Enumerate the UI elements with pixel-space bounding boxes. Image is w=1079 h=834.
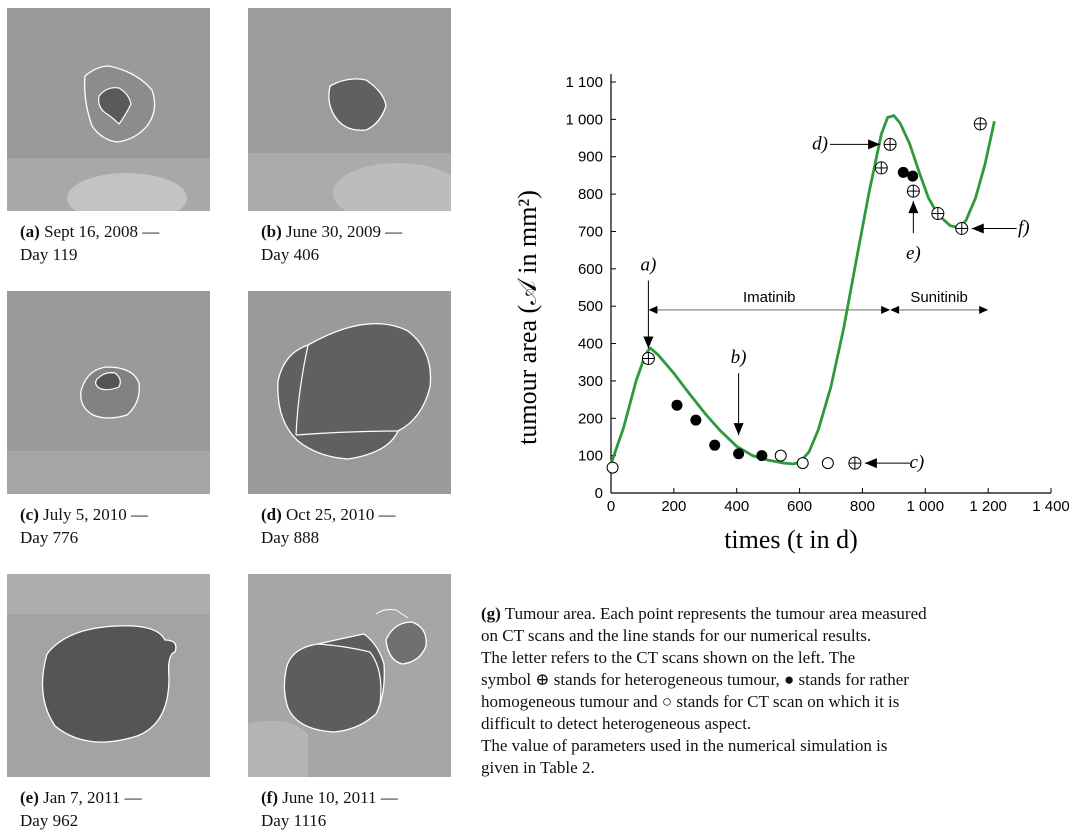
figure-caption-label: (g) bbox=[481, 604, 501, 623]
heterogeneous-point bbox=[641, 351, 655, 365]
ct-scan-image-a bbox=[7, 8, 210, 211]
ct-scan-image-b bbox=[248, 8, 451, 211]
y-tick-label: 0 bbox=[595, 485, 603, 502]
heterogeneous-point bbox=[931, 207, 945, 221]
treatment-span: Sunitinib bbox=[890, 289, 989, 314]
annotation-arrow: b) bbox=[731, 347, 747, 436]
y-tick-label: 500 bbox=[578, 298, 603, 315]
x-tick-label: 200 bbox=[661, 498, 686, 515]
annotation-label: b) bbox=[731, 347, 747, 368]
homogeneous-point bbox=[690, 414, 702, 426]
y-tick-label: 200 bbox=[578, 410, 603, 427]
annotation-arrowhead bbox=[908, 201, 919, 214]
annotation-label: e) bbox=[906, 243, 921, 264]
homogeneous-point bbox=[907, 170, 919, 182]
figure-caption-line: The value of parameters used in the nume… bbox=[481, 736, 888, 755]
figure-caption-line: on CT scans and the line stands for our … bbox=[481, 626, 872, 645]
undetermined-point bbox=[821, 457, 834, 470]
scan-caption-d: (d) Oct 25, 2010 — Day 888 bbox=[261, 505, 396, 547]
x-tick-label: 1 000 bbox=[907, 498, 945, 515]
ct-scan-image-c bbox=[7, 291, 210, 494]
x-axis-label: times (t in d) bbox=[724, 525, 858, 554]
tumour-area-chart: 0 200 400 600 800 1 000 1 200 1 400 0 100 200 300 40… bbox=[513, 74, 1070, 554]
annotation-label: c) bbox=[910, 452, 925, 473]
undetermined-point bbox=[774, 449, 787, 462]
scan-caption-a: (a) Sept 16, 2008 — Day 119 bbox=[20, 222, 160, 264]
x-tick-label: 600 bbox=[787, 498, 812, 515]
annotation-arrowhead bbox=[971, 223, 984, 234]
annotation-arrow: d) bbox=[812, 133, 881, 154]
x-tick-label: 0 bbox=[607, 498, 615, 515]
annotation-arrow: c) bbox=[864, 452, 925, 473]
heterogeneous-point bbox=[874, 161, 888, 175]
treatment-arrowhead-left bbox=[648, 305, 658, 314]
annotation-label: d) bbox=[812, 133, 828, 154]
heterogeneous-point bbox=[973, 117, 987, 131]
heterogeneous-point bbox=[883, 137, 897, 151]
figure-caption-line: Tumour area. Each point represents the t… bbox=[504, 604, 927, 623]
scan-caption-e: (e) Jan 7, 2011 — Day 962 bbox=[20, 788, 142, 830]
scan-caption-c: (c) July 5, 2010 — Day 776 bbox=[20, 505, 148, 547]
ct-scan-image-e bbox=[7, 574, 210, 777]
y-tick-label: 1 000 bbox=[565, 111, 603, 128]
figure-caption-line: symbol ⊕ stands for heterogeneous tumour… bbox=[481, 670, 909, 689]
undetermined-point bbox=[796, 457, 809, 470]
annotation-arrowhead bbox=[733, 423, 744, 436]
x-tick-label: 1 400 bbox=[1032, 498, 1070, 515]
y-tick-label: 900 bbox=[578, 149, 603, 166]
annotation-arrow: e) bbox=[906, 201, 921, 264]
ct-scan-image-f bbox=[248, 574, 451, 777]
figure-caption: (g) Tumour area. Each point represents t… bbox=[481, 603, 1079, 779]
homogeneous-point bbox=[671, 399, 683, 411]
homogeneous-point bbox=[897, 166, 909, 178]
treatment-label: Imatinib bbox=[743, 289, 796, 306]
figure-caption-line: given in Table 2. bbox=[481, 758, 595, 777]
y-tick-label: 400 bbox=[578, 336, 603, 353]
scan-caption-b: (b) June 30, 2009 — Day 406 bbox=[261, 222, 403, 264]
annotation-label: f) bbox=[1018, 217, 1030, 238]
ct-scan-image-d bbox=[248, 291, 451, 494]
heterogeneous-point bbox=[955, 221, 969, 235]
y-tick-label: 1 100 bbox=[565, 74, 603, 91]
y-tick-label: 800 bbox=[578, 186, 603, 203]
homogeneous-point bbox=[756, 450, 768, 462]
treatment-label: Sunitinib bbox=[910, 289, 968, 306]
annotation-arrowhead bbox=[864, 458, 877, 469]
y-tick-label: 600 bbox=[578, 261, 603, 278]
figure-caption-line: The letter refers to the CT scans shown … bbox=[481, 648, 856, 667]
y-tick-label: 100 bbox=[578, 448, 603, 465]
figure-caption-line: homogeneous tumour and ○ stands for CT s… bbox=[481, 692, 900, 711]
heterogeneous-point bbox=[848, 456, 862, 470]
annotation-arrow: f) bbox=[971, 217, 1030, 238]
homogeneous-point bbox=[709, 439, 721, 451]
y-axis-label: tumour area (𝒜 in mm²) bbox=[513, 190, 542, 445]
annotation-label: a) bbox=[640, 254, 656, 275]
scan-caption-f: (f) June 10, 2011 — Day 1116 bbox=[261, 788, 398, 830]
x-tick-label: 400 bbox=[724, 498, 749, 515]
x-tick-label: 800 bbox=[850, 498, 875, 515]
treatment-span: Imatinib bbox=[648, 289, 891, 314]
treatment-arrowhead-left bbox=[890, 305, 900, 314]
figure-caption-line: difficult to detect heterogeneous aspect… bbox=[481, 714, 752, 733]
x-tick-label: 1 200 bbox=[969, 498, 1007, 515]
annotation-arrow: a) bbox=[640, 254, 656, 349]
treatment-arrowhead-right bbox=[979, 305, 989, 314]
y-tick-label: 700 bbox=[578, 223, 603, 240]
annotation-arrowhead bbox=[643, 336, 654, 349]
y-tick-label: 300 bbox=[578, 373, 603, 390]
homogeneous-point bbox=[733, 448, 745, 460]
heterogeneous-point bbox=[906, 184, 920, 198]
treatment-arrowhead-right bbox=[881, 305, 891, 314]
annotation-arrowhead bbox=[868, 139, 881, 150]
undetermined-point bbox=[606, 461, 619, 474]
